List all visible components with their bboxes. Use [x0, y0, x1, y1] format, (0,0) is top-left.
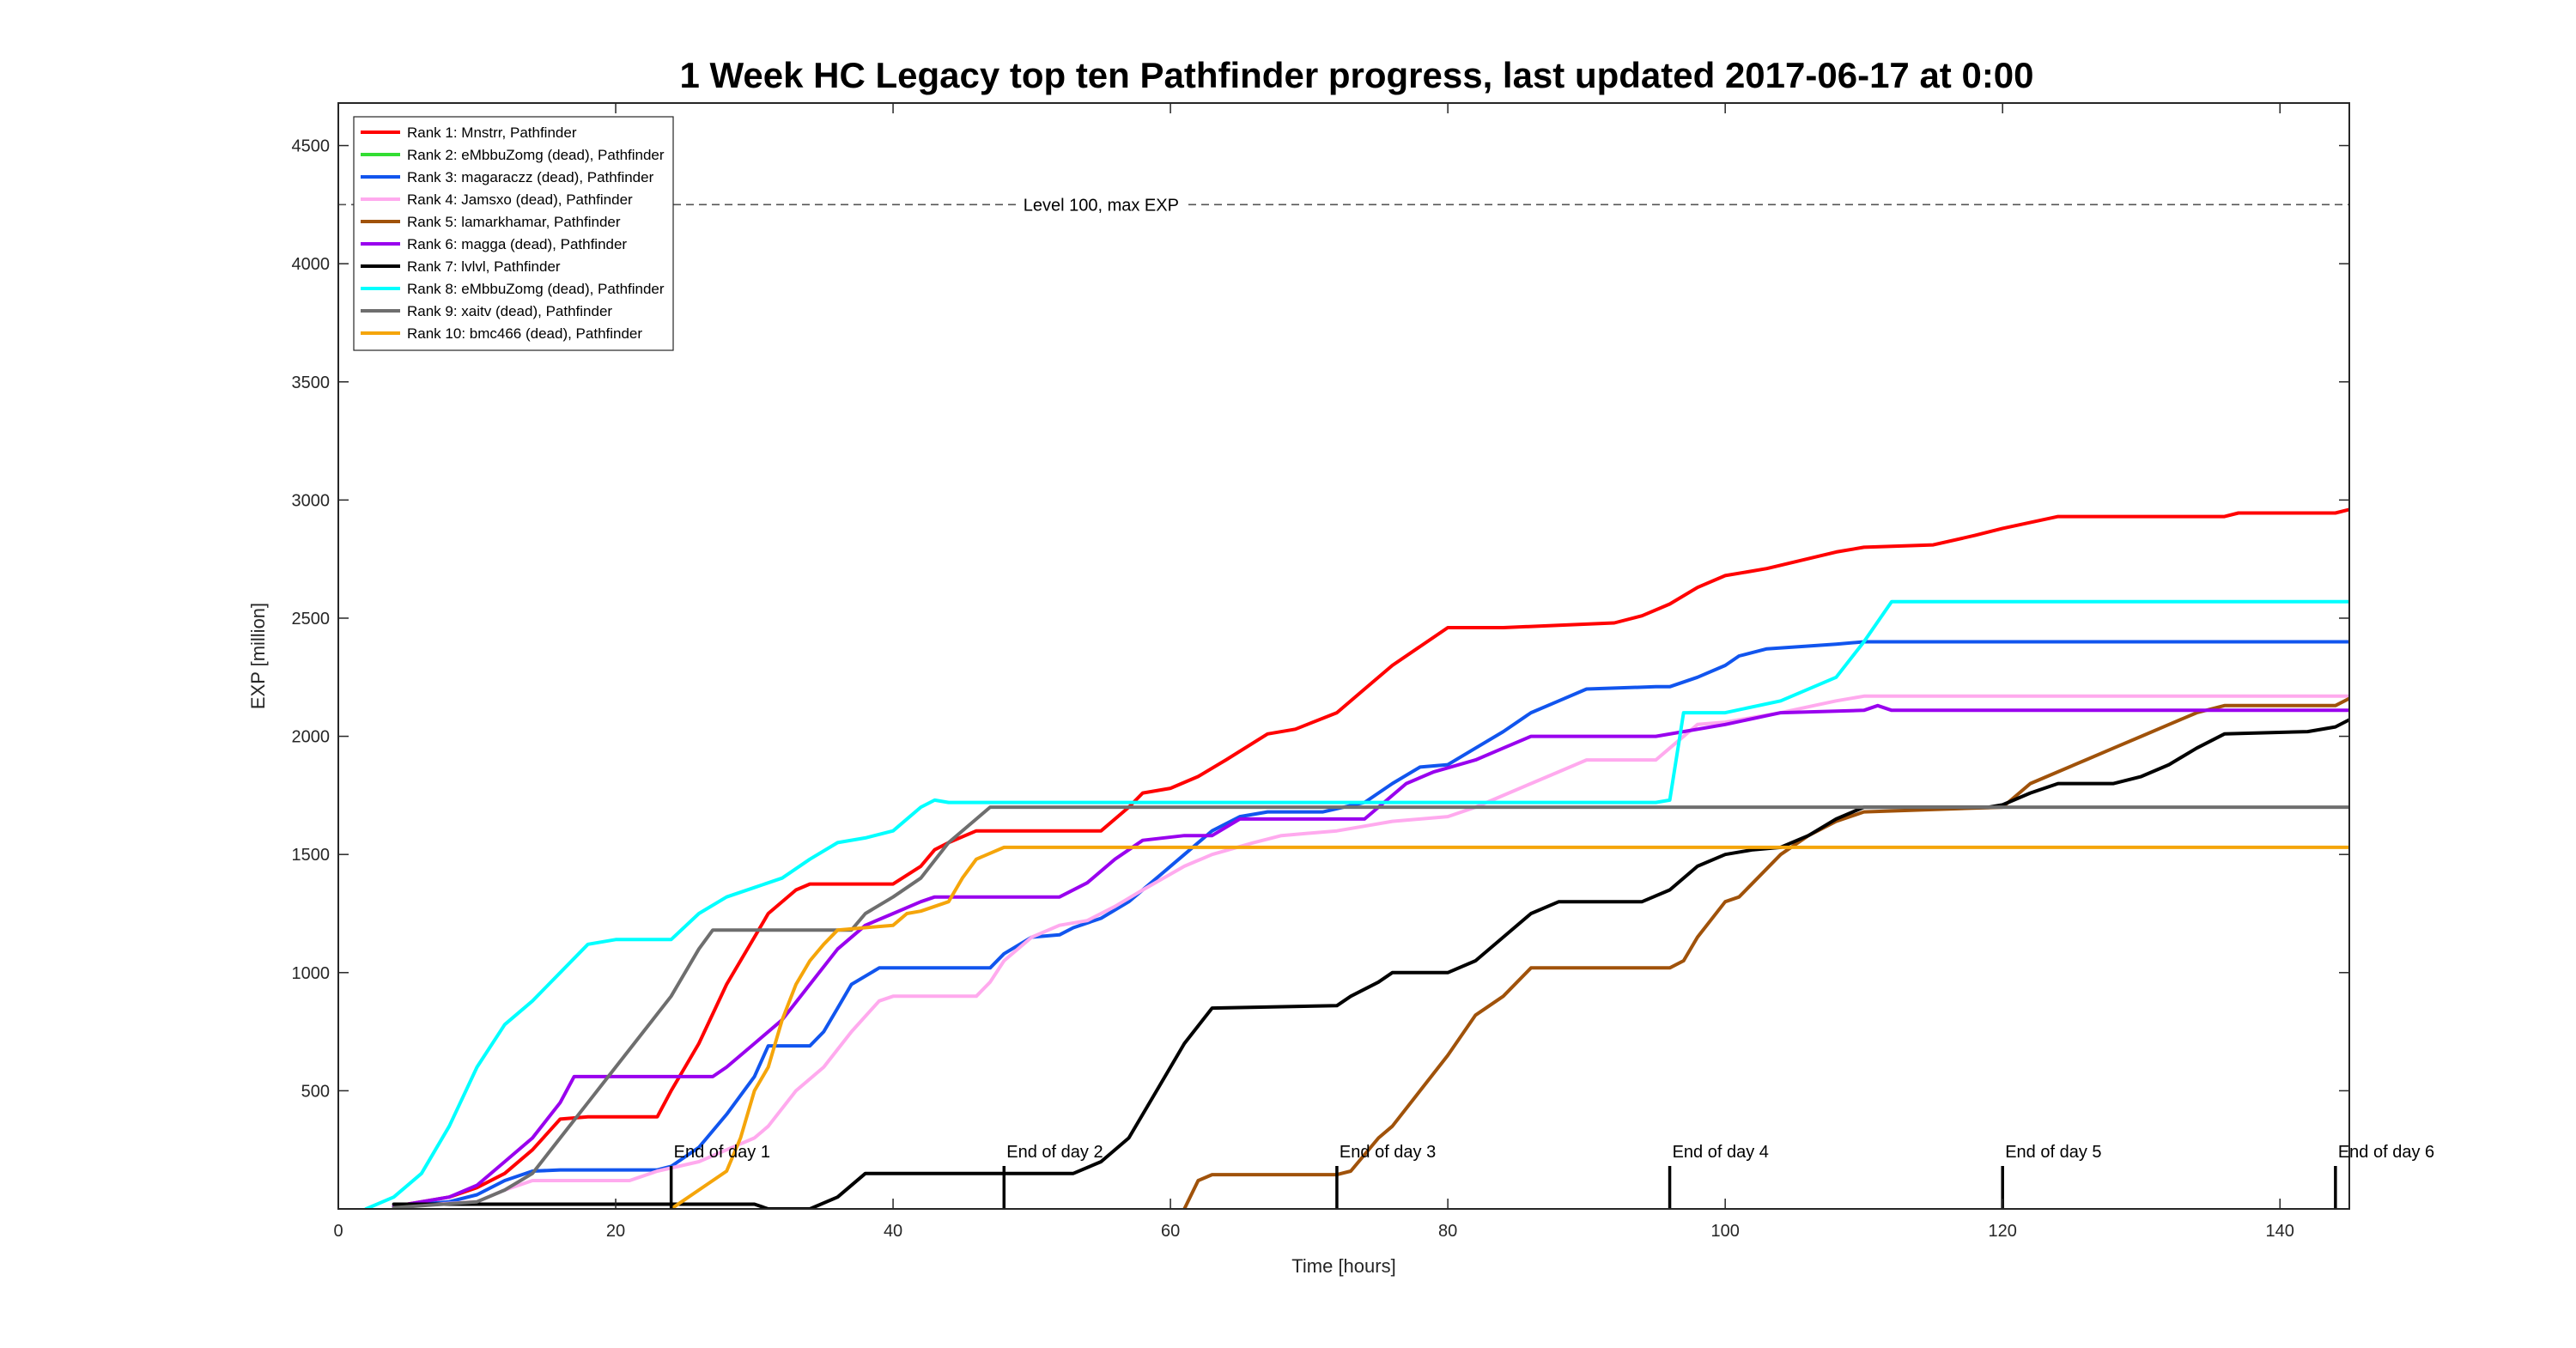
legend-entry-rank-3: Rank 3: magaraczz (dead), Pathfinder	[407, 169, 654, 185]
legend-entry-rank-8: Rank 8: eMbbuZomg (dead), Pathfinder	[407, 281, 665, 297]
series-line-rank-5	[1182, 696, 2349, 1209]
y-tick-label: 4000	[292, 255, 331, 274]
y-tick-label: 3500	[292, 373, 331, 392]
y-tick-label: 500	[301, 1082, 330, 1101]
x-tick-label: 140	[2266, 1222, 2294, 1241]
series-line-rank-8	[364, 599, 2349, 1209]
y-tick-label: 2000	[292, 728, 331, 747]
y-tick-label: 3000	[292, 491, 331, 510]
legend-entry-rank-6: Rank 6: magga (dead), Pathfinder	[407, 236, 627, 252]
x-tick-label: 20	[606, 1222, 625, 1241]
x-tick-label: 40	[884, 1222, 902, 1241]
day-marker-label-2: End of day 2	[1006, 1143, 1103, 1162]
legend-entry-rank-1: Rank 1: Mnstrr, Pathfinder	[407, 124, 577, 141]
x-tick-label: 120	[1989, 1222, 2017, 1241]
legend-entry-rank-9: Rank 9: xaitv (dead), Pathfinder	[407, 303, 612, 319]
x-tick-label: 60	[1161, 1222, 1180, 1241]
legend-entry-rank-4: Rank 4: Jamsxo (dead), Pathfinder	[407, 191, 633, 208]
legend-entry-rank-5: Rank 5: lamarkhamar, Pathfinder	[407, 214, 621, 230]
axes-frame	[337, 102, 2350, 1210]
series-line-rank-9	[392, 805, 2349, 1209]
day-marker-label-5: End of day 5	[2005, 1143, 2101, 1162]
legend-entry-rank-2: Rank 2: eMbbuZomg (dead), Pathfinder	[407, 147, 665, 163]
legend: Rank 1: Mnstrr, Pathfinder Rank 2: eMbbuZ…	[353, 116, 674, 351]
series-line-rank-7	[392, 718, 2349, 1209]
x-tick-label: 0	[333, 1222, 343, 1241]
max-exp-reference-label: Level 100, max EXP	[1024, 196, 1179, 215]
day-marker-label-6: End of day 6	[2338, 1143, 2434, 1162]
y-tick-label: 4500	[292, 137, 331, 156]
day-marker-label-1: End of day 1	[674, 1143, 770, 1162]
series-line-rank-10	[669, 845, 2349, 1209]
x-tick-label: 100	[1710, 1222, 1739, 1241]
legend-box	[353, 116, 674, 351]
chart-title: 1 Week HC Legacy top ten Pathfinder prog…	[679, 55, 2033, 95]
legend-entry-rank-10: Rank 10: bmc466 (dead), Pathfinder	[407, 325, 642, 342]
day-marker-label-4: End of day 4	[1673, 1143, 1769, 1162]
legend-entry-rank-7: Rank 7: lvlvl, Pathfinder	[407, 258, 561, 275]
y-tick-label: 2500	[292, 610, 331, 628]
series-line-rank-6	[392, 703, 2349, 1209]
series-line-rank-1	[392, 507, 2349, 1209]
y-axis-label: EXP [million]	[247, 603, 269, 709]
y-tick-label: 1500	[292, 846, 331, 865]
day-marker-label-3: End of day 3	[1340, 1143, 1436, 1162]
x-tick-label: 80	[1438, 1222, 1457, 1241]
x-axis-label: Time [hours]	[1291, 1255, 1395, 1277]
y-tick-label: 1000	[292, 964, 331, 983]
